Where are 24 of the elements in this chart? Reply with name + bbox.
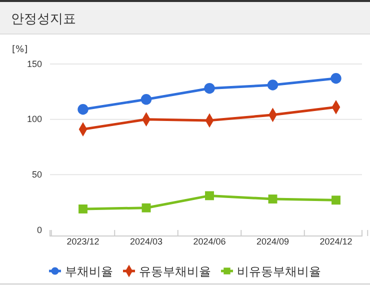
x-tick-label: 2024/09 <box>256 236 290 246</box>
point <box>140 94 152 105</box>
point <box>78 104 88 115</box>
point <box>268 194 278 204</box>
y-tick-label: 50 <box>32 170 42 180</box>
y-tick-label: 0 <box>36 224 42 235</box>
x-tick-label: 2024/12 <box>320 236 352 246</box>
point <box>204 83 215 94</box>
x-tick-label: 2024/03 <box>130 236 163 246</box>
point <box>78 204 88 214</box>
y-tick-label: 100 <box>26 114 42 124</box>
x-tick-label: 2024/06 <box>193 236 226 246</box>
point <box>205 191 214 200</box>
y-tick-label: 150 <box>26 58 42 69</box>
legend-label: 부채비율 <box>65 264 113 278</box>
point <box>330 73 342 84</box>
legend-label: 유동부채비율 <box>139 264 211 278</box>
point <box>142 203 151 212</box>
x-tick-label: 2023/12 <box>66 236 100 246</box>
point <box>332 196 340 205</box>
y-axis-title: [%] <box>12 45 28 55</box>
point <box>267 80 278 90</box>
chart-title: 안정성지표 <box>11 12 76 27</box>
legend-label: 비유동부채비율 <box>237 264 321 278</box>
